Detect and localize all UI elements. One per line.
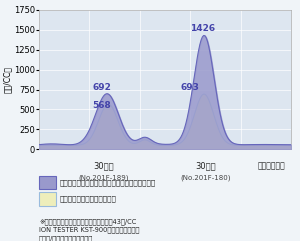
Text: 693: 693 xyxy=(181,83,200,92)
Y-axis label: （個/CC）: （個/CC） xyxy=(3,66,12,93)
Text: 30秒後: 30秒後 xyxy=(93,161,114,170)
Text: 568: 568 xyxy=(92,101,111,110)
Text: (No.201F-189): (No.201F-189) xyxy=(78,175,129,181)
Text: ※測定時の室内マイナスイオン数は平均43個/CC
ION TESTER KST-900型（神戸電波製）
（測定/遠赤外線応用研究会）: ※測定時の室内マイナスイオン数は平均43個/CC ION TESTER KST-… xyxy=(39,218,140,241)
Text: 1426: 1426 xyxy=(190,24,215,33)
Text: （静置時間）: （静置時間） xyxy=(257,161,285,170)
Text: 692: 692 xyxy=(92,83,111,92)
Text: 水道水をコップに入れて森修焼の上にのせたもの: 水道水をコップに入れて森修焼の上にのせたもの xyxy=(60,179,156,186)
Text: 水道水をコップに入れたもの: 水道水をコップに入れたもの xyxy=(60,195,117,202)
Text: (No.201F-180): (No.201F-180) xyxy=(180,175,231,181)
Text: 30分後: 30分後 xyxy=(195,161,216,170)
